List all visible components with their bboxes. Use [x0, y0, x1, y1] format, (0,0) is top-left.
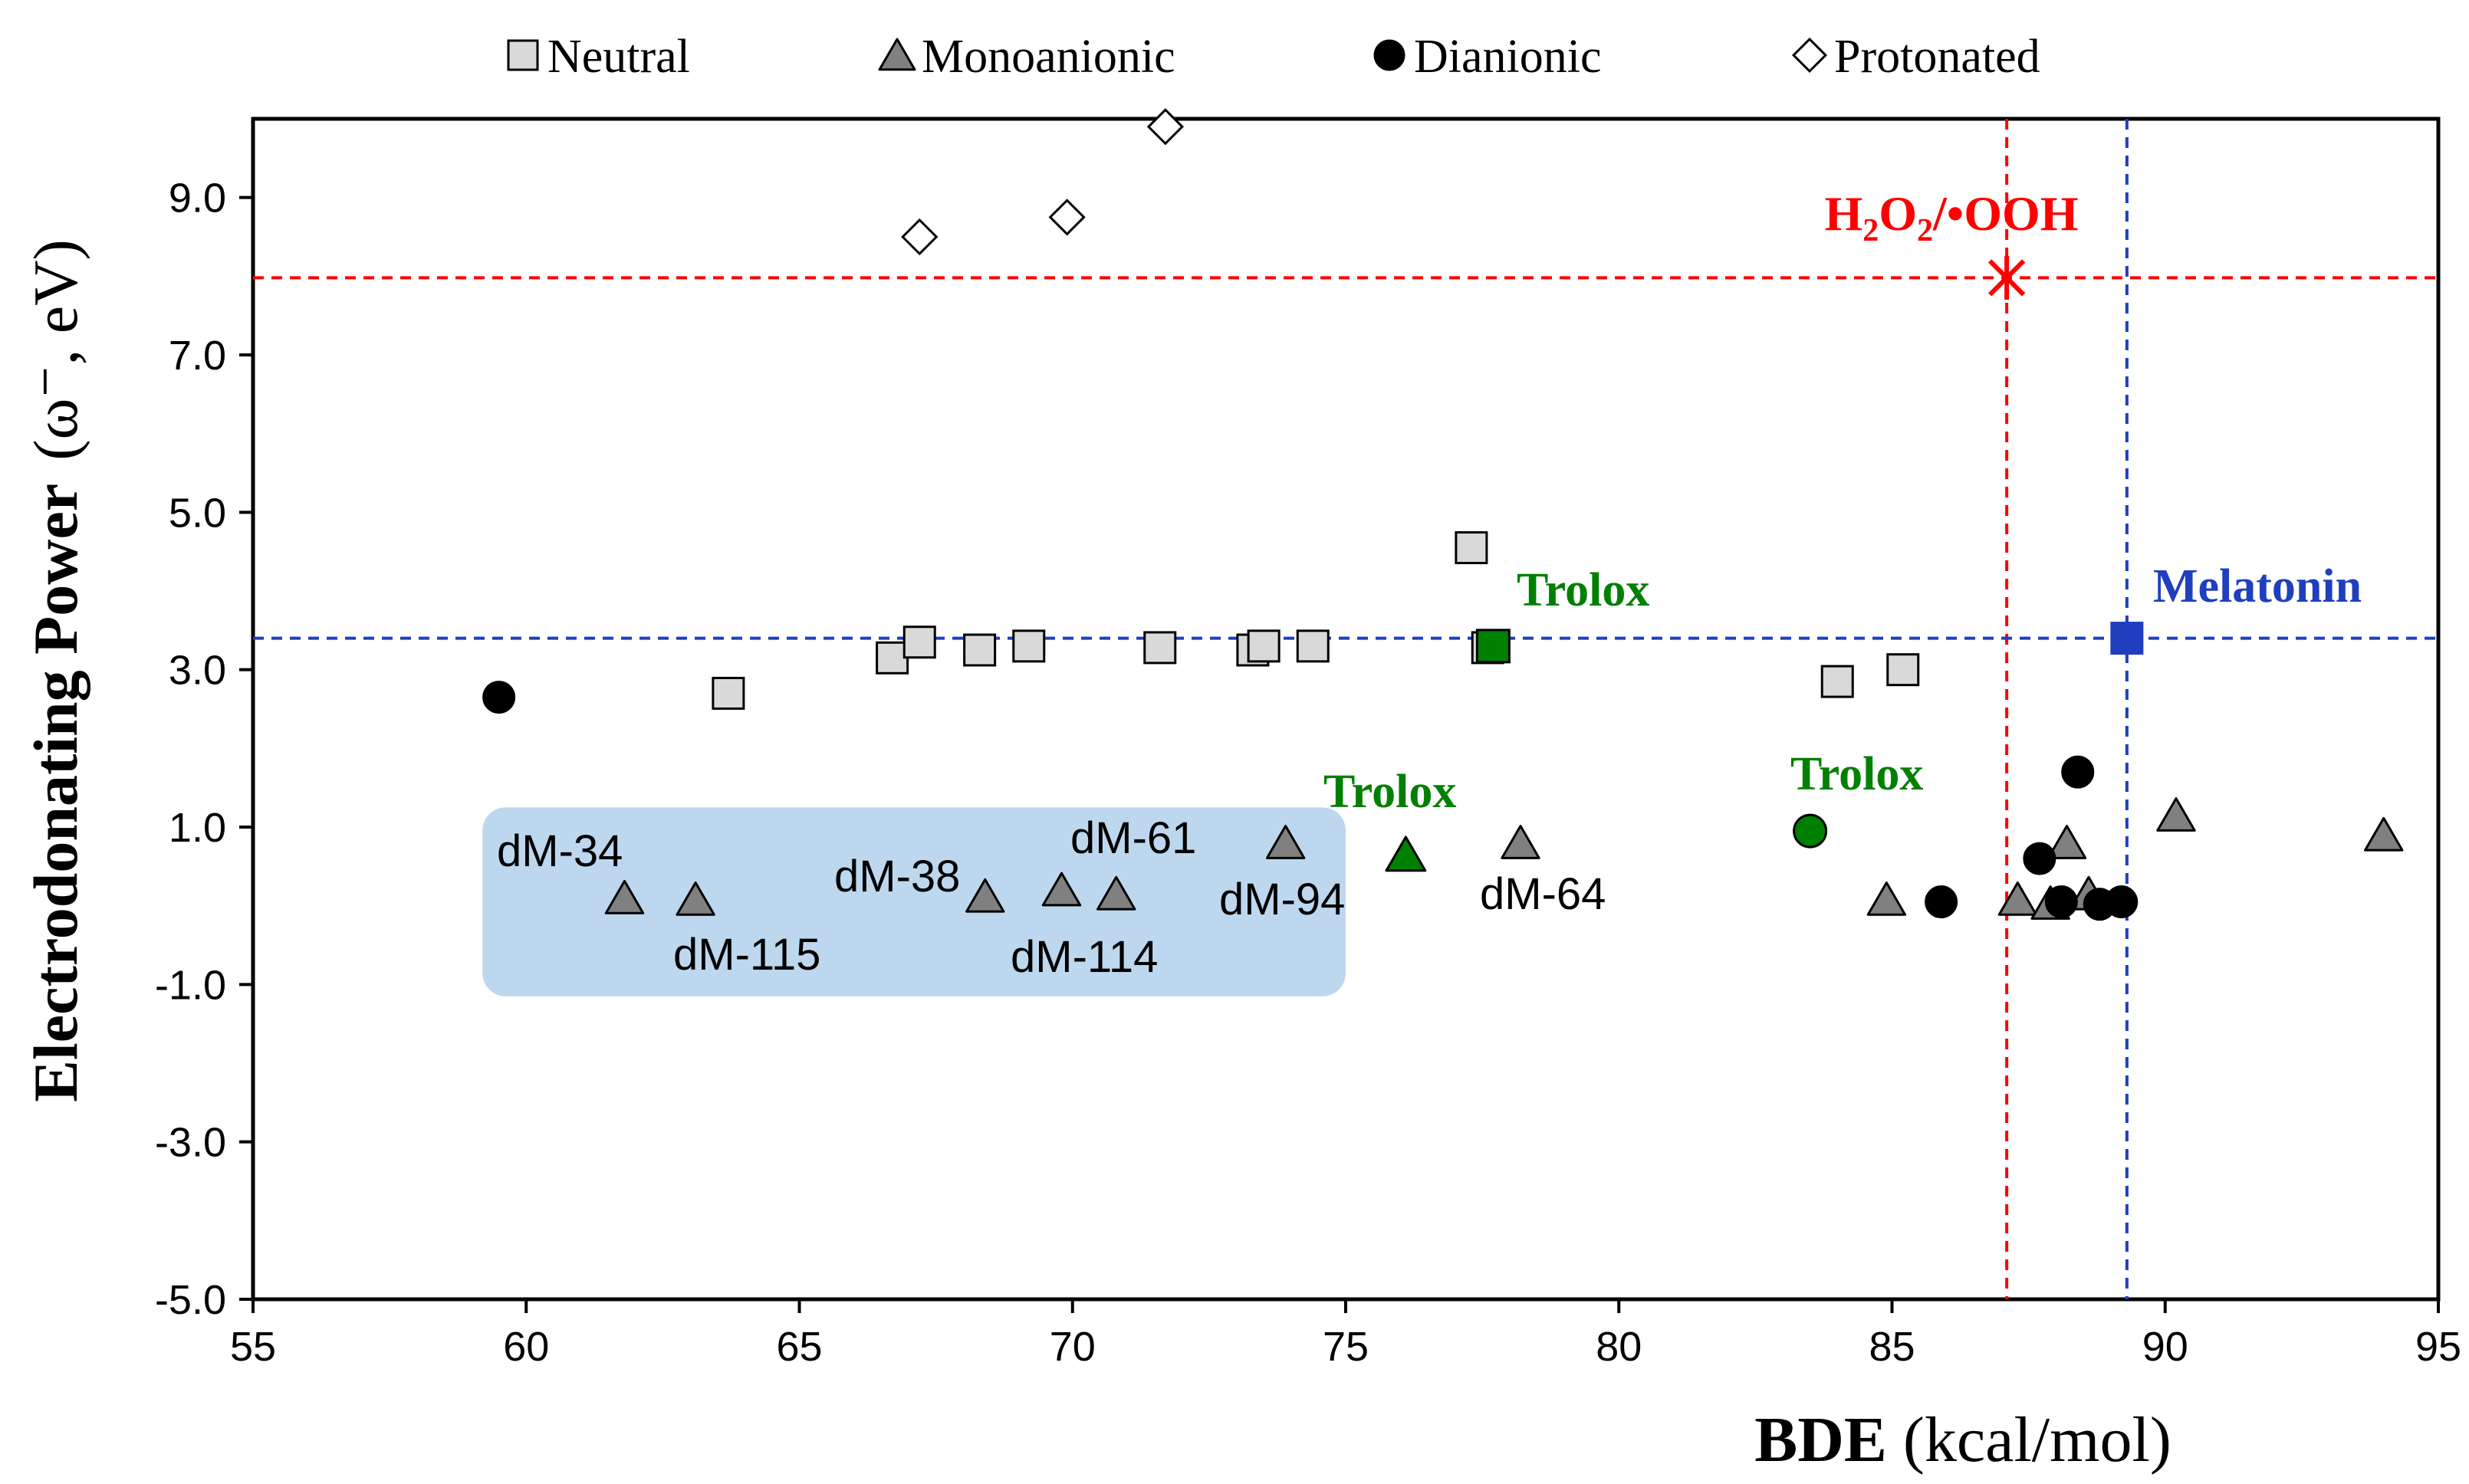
plot-frame — [251, 117, 2441, 1302]
legend-protonated-marker — [1791, 37, 1828, 74]
y-tick-label: 5.0 — [169, 490, 226, 536]
legend-protonated-label: Protonated — [1834, 31, 2040, 83]
compound-label: dM-61 — [1070, 813, 1196, 863]
data-points-layer — [482, 108, 2404, 921]
dianionic-point — [2044, 885, 2078, 919]
h2o2-label: H2​O2​/•OOH — [1824, 186, 2078, 248]
x-tick-label: 55 — [230, 1324, 276, 1370]
neutral-point — [1143, 631, 1177, 665]
legend-dianionic-marker — [1373, 39, 1405, 71]
dianionic-point — [482, 681, 516, 714]
y-tick-label: 3.0 — [169, 648, 226, 694]
monoanionic-point — [965, 878, 1005, 913]
compound-label: dM-64 — [1480, 869, 1606, 919]
trolox-point — [1793, 813, 1828, 849]
monoanionic-point — [2156, 797, 2196, 832]
y-tick-label: 9.0 — [169, 176, 226, 222]
x-tick-label: 70 — [1050, 1324, 1096, 1370]
y-tick-label: 7.0 — [169, 333, 226, 379]
x-tick-label: 95 — [2415, 1324, 2461, 1370]
monoanionic-point — [1866, 881, 1907, 916]
trolox-label: Trolox — [1790, 748, 1923, 800]
monoanionic-point — [1501, 825, 1540, 859]
compound-label: dM-38 — [834, 852, 960, 901]
monoanionic-point — [1041, 872, 1082, 907]
melatonin-point — [2110, 622, 2144, 655]
y-tick-label: 1.0 — [169, 805, 226, 851]
neutral-point — [1296, 629, 1330, 663]
monoanionic-point — [2364, 816, 2404, 852]
legend-monoanionic-marker — [878, 38, 916, 71]
x-tick-label: 80 — [1596, 1324, 1642, 1370]
legend-dianionic-label: Dianionic — [1414, 31, 1602, 83]
dianionic-point — [2023, 842, 2056, 875]
dianionic-point — [2061, 755, 2095, 789]
reference-lines-layer — [253, 119, 2438, 1299]
x-axis-title-bold: BDE — [1754, 1404, 1887, 1476]
neutral-point — [1820, 665, 1854, 698]
monoanionic-point — [604, 879, 645, 914]
h2o2-label-part: H — [1824, 186, 1862, 241]
x-axis-title-unit: (kcal/mol) — [1887, 1404, 2171, 1476]
y-axis-title-bold: Electrodonating Power — [21, 484, 90, 1102]
neutral-point — [963, 633, 997, 667]
monoanionic-point — [1265, 825, 1306, 859]
neutral-point — [902, 625, 936, 659]
neutral-point — [1455, 531, 1488, 565]
compound-label: dM-94 — [1219, 875, 1345, 924]
x-tick-label: 60 — [503, 1324, 549, 1370]
legend-neutral-marker — [507, 39, 539, 71]
dianionic-point — [2105, 885, 2139, 919]
x-tick-label: 85 — [1869, 1324, 1915, 1370]
protonated-point — [1146, 108, 1184, 146]
dianionic-point — [1925, 885, 1958, 919]
labels-layer: H2​O2​/•OOH Melatonin Trolox Trolox Trolox dM… — [497, 186, 2362, 982]
monoanionic-point — [1096, 875, 1136, 911]
neutral-point — [1247, 629, 1281, 663]
h2o2-label-part: O — [1879, 186, 1917, 241]
highlight-region-layer — [482, 807, 1346, 996]
x-tick-label: 90 — [2142, 1324, 2188, 1370]
y-tick-label: -3.0 — [155, 1120, 226, 1166]
monoanionic-point — [1997, 881, 2038, 916]
legend-neutral-label: Neutral — [547, 31, 690, 83]
monoanionic-point — [676, 881, 715, 916]
axes-layer: 55 60 65 70 75 80 85 90 95 -5.0 -3.0 -1.0 1.0 3.0 5.0 7… — [21, 117, 2461, 1476]
neutral-point — [1012, 629, 1046, 663]
h2o2-label-part: 2 — [1862, 213, 1879, 248]
x-axis-title: BDE (kcal/mol) — [1754, 1404, 2171, 1476]
y-tick-label: -1.0 — [155, 962, 226, 1008]
neutral-point — [876, 641, 909, 675]
trolox-label: Trolox — [1517, 564, 1649, 616]
protonated-point — [1048, 199, 1086, 236]
trolox-label: Trolox — [1323, 766, 1456, 818]
h2o2-label-part: 2 — [1917, 213, 1933, 248]
y-axis-title: Electrodonating Power (ω⁻, eV) — [21, 239, 90, 1102]
y-axis-title-unit: (ω⁻, eV) — [21, 239, 90, 460]
monoanionic-point — [2047, 825, 2087, 859]
compound-label: dM-34 — [497, 826, 623, 876]
compound-label: dM-114 — [1011, 932, 1158, 982]
x-tick-label: 75 — [1323, 1324, 1369, 1370]
melatonin-label: Melatonin — [2153, 560, 2362, 612]
neutral-point — [1886, 653, 1920, 687]
trolox-point — [1385, 836, 1427, 872]
neutral-point — [712, 676, 745, 710]
protonated-point — [901, 218, 939, 256]
y-tick-label: -5.0 — [155, 1277, 226, 1323]
h2o2-label-part: /•OOH — [1932, 186, 2079, 241]
compound-label: dM-115 — [673, 930, 820, 980]
highlight-region — [482, 807, 1346, 996]
legend-monoanionic-label: Monoanionic — [922, 31, 1175, 83]
legend: Neutral Monoanionic Dianionic Protonated — [507, 31, 2040, 83]
x-tick-label: 65 — [776, 1324, 822, 1370]
trolox-point — [1475, 629, 1511, 664]
